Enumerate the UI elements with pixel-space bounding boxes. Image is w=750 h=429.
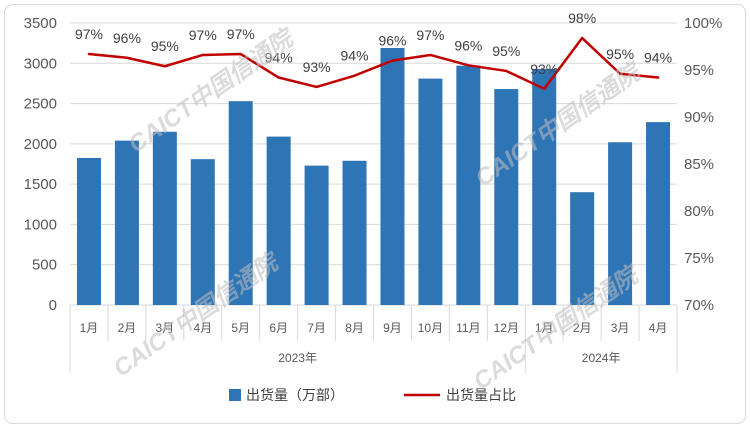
share-point — [125, 56, 129, 59]
y-left-tick-label: 500 — [32, 257, 57, 274]
bar — [456, 65, 481, 306]
share-point — [505, 69, 508, 73]
share-line — [87, 36, 660, 91]
y-left-tick-label: 1500 — [24, 176, 57, 193]
x-category-label: 4月 — [649, 321, 668, 335]
bar — [380, 47, 405, 305]
data-label: 95% — [492, 43, 520, 59]
x-category-label: 1月 — [535, 321, 554, 335]
share-point — [391, 59, 394, 62]
share-point — [429, 53, 432, 57]
line-series — [87, 36, 660, 91]
data-label: 96% — [378, 33, 406, 49]
bar — [190, 159, 215, 305]
data-label: 94% — [644, 50, 672, 66]
x-category-label: 1月 — [80, 321, 99, 335]
y-left-tick-label: 2500 — [24, 96, 57, 113]
x-category-label: 12月 — [494, 321, 519, 335]
x-category-label: 2月 — [118, 321, 137, 335]
data-label: 97% — [227, 26, 255, 42]
x-category-label: 5月 — [231, 321, 250, 335]
bar-series — [76, 47, 671, 306]
legend: 出货量（万部） 出货量占比 — [229, 387, 516, 403]
x-category-label: 3月 — [611, 321, 630, 335]
bar — [532, 68, 557, 305]
bar — [76, 157, 101, 305]
share-point — [315, 85, 318, 89]
share-point — [353, 74, 356, 77]
bar — [304, 165, 329, 305]
y-left-tick-label: 2000 — [24, 136, 57, 153]
y-left-tick-label: 3000 — [24, 55, 57, 72]
share-point — [87, 52, 91, 56]
chart-frame — [4, 4, 746, 424]
x-category-label: 9月 — [383, 321, 402, 335]
y-right-tick-label: 80% — [684, 203, 714, 220]
data-label: 96% — [454, 37, 482, 53]
y-right-tick-label: 95% — [684, 62, 714, 79]
data-labels: 97% 96% 95% 97% 97% 94% 93% 94% 96% 97% 96% 95% 93% 9… — [75, 10, 672, 77]
bar — [646, 122, 671, 305]
y-right-tick-label: 70% — [684, 297, 714, 314]
x-category-label: 2月 — [573, 321, 592, 335]
data-label: 94% — [265, 50, 293, 66]
x-category-label: 4月 — [193, 321, 212, 335]
bar — [266, 136, 291, 305]
share-point — [656, 76, 660, 79]
bar — [418, 78, 443, 305]
data-label: 98% — [568, 10, 596, 26]
y-left-tick-label: 1000 — [24, 216, 57, 233]
legend-label-bar: 出货量（万部） — [246, 387, 344, 403]
share-point — [201, 53, 204, 57]
data-label: 97% — [75, 26, 103, 42]
data-label: 94% — [341, 48, 369, 64]
x-category-label: 3月 — [156, 321, 175, 335]
data-label: 95% — [151, 38, 179, 54]
data-label: 95% — [606, 46, 634, 62]
legend-item-line: 出货量占比 — [404, 387, 516, 403]
y-axis-right: 70% 75% 80% 85% 90% 95% 100% — [684, 15, 722, 314]
data-label: 93% — [303, 59, 331, 75]
x-category-label: 11月 — [456, 321, 480, 335]
share-point — [543, 87, 546, 91]
data-label: 97% — [416, 27, 444, 43]
bar — [608, 142, 633, 305]
data-label: 96% — [113, 30, 141, 46]
y-left-tick-label: 3500 — [24, 15, 57, 32]
bar — [228, 101, 253, 305]
bar — [152, 131, 177, 305]
share-point — [618, 72, 622, 75]
y-right-tick-label: 75% — [684, 250, 714, 267]
bar — [342, 160, 367, 305]
data-label: 93% — [530, 61, 558, 77]
bar — [570, 192, 595, 305]
x-category-label: 8月 — [345, 321, 364, 335]
x-axis: 1月 2月 3月 4月 5月 6月 7月 8月 9月 10月 11月 12月 1月 2月 3月 4月 2023年… — [69, 305, 678, 373]
share-point — [239, 52, 242, 56]
bar — [494, 89, 519, 305]
x-group-label: 2024年 — [582, 351, 621, 365]
y-left-tick-label: 0 — [49, 297, 57, 314]
x-category-label: 7月 — [307, 321, 326, 335]
y-axis-left: 0 500 1000 1500 2000 2500 3000 3500 — [24, 15, 57, 314]
bar — [114, 140, 139, 305]
legend-swatch-bar — [229, 389, 241, 401]
share-point — [163, 65, 167, 68]
share-point — [580, 36, 584, 40]
x-group-label: 2023年 — [278, 351, 317, 365]
data-label: 97% — [189, 27, 217, 43]
y-right-tick-label: 90% — [684, 109, 714, 126]
y-right-tick-label: 100% — [684, 15, 722, 32]
y-right-tick-label: 85% — [684, 156, 714, 173]
share-point — [277, 76, 280, 79]
share-point — [467, 64, 470, 67]
legend-item-bar: 出货量（万部） — [229, 387, 344, 403]
x-category-label: 6月 — [269, 321, 288, 335]
x-category-label: 10月 — [418, 321, 443, 335]
legend-label-line: 出货量占比 — [446, 387, 516, 403]
